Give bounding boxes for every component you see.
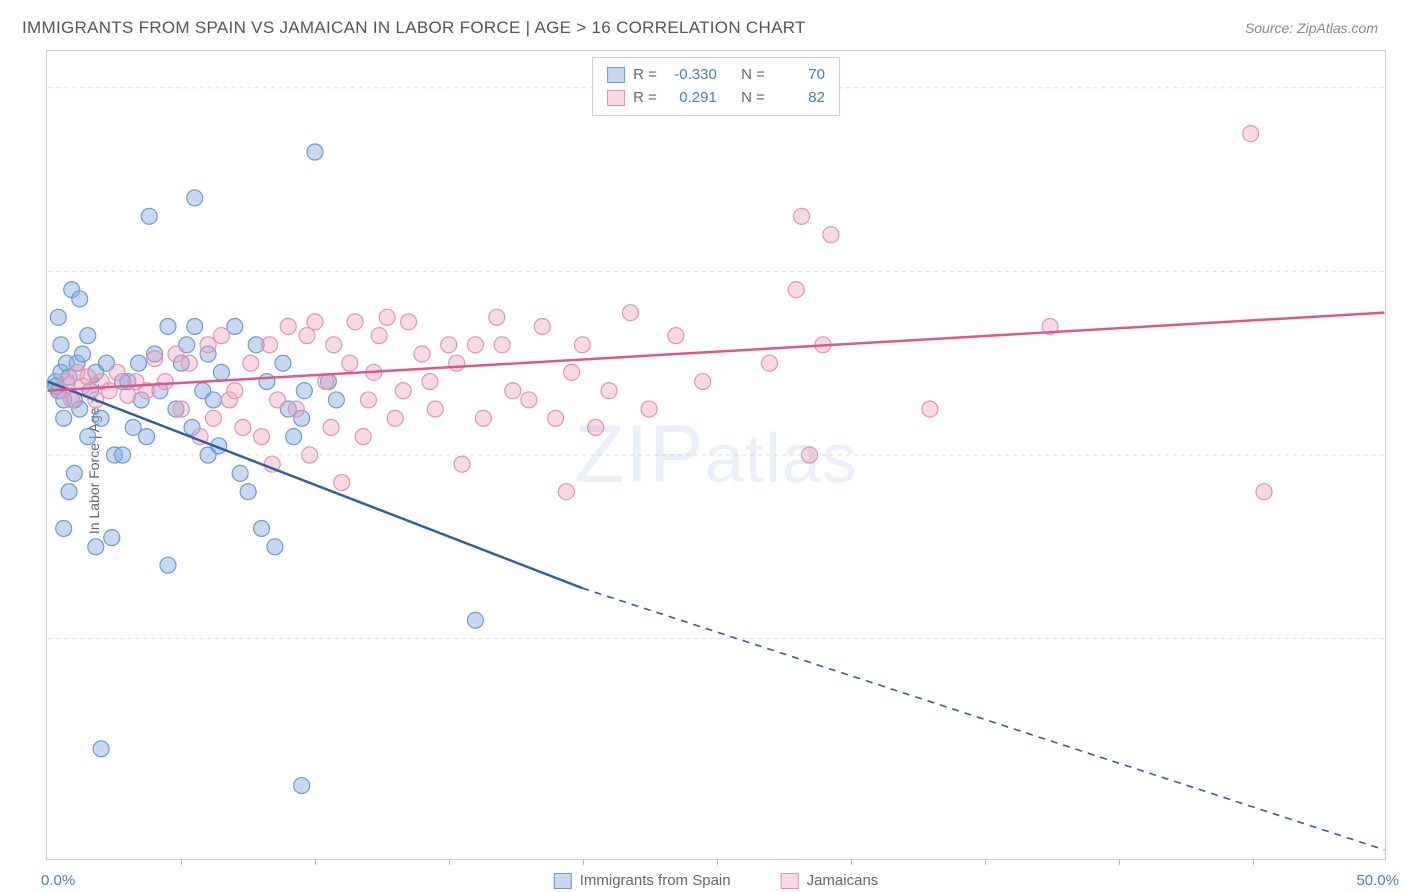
x-tick-mark [851,859,852,865]
r-label: R = [633,64,657,87]
r-value-spain: -0.330 [665,64,717,87]
scatter-plot [47,51,1385,859]
r-value-jamaican: 0.291 [665,87,717,110]
x-tick-mark [449,859,450,865]
series-legend: Immigrants from Spain Jamaicans [554,872,879,889]
n-value-jamaican: 82 [773,87,825,110]
legend-label-jamaican: Jamaicans [807,872,879,889]
x-tick-mark [985,859,986,865]
x-tick-mark [315,859,316,865]
x-tick-mark [583,859,584,865]
swatch-spain-bottom [554,873,572,889]
x-tick-mark [1253,859,1254,865]
swatch-jamaican-bottom [781,873,799,889]
legend-row-jamaican: R = 0.291 N = 82 [607,87,825,110]
x-tick-end: 50.0% [1356,872,1399,889]
swatch-spain [607,67,625,83]
n-value-spain: 70 [773,64,825,87]
r-label: R = [633,87,657,110]
source-attribution: Source: ZipAtlas.com [1245,20,1378,36]
x-tick-mark [181,859,182,865]
x-tick-mark [1119,859,1120,865]
chart-title: IMMIGRANTS FROM SPAIN VS JAMAICAN IN LAB… [22,18,806,38]
n-label: N = [741,64,765,87]
x-tick-mark [717,859,718,865]
legend-label-spain: Immigrants from Spain [580,872,731,889]
legend-row-spain: R = -0.330 N = 70 [607,64,825,87]
correlation-legend: R = -0.330 N = 70 R = 0.291 N = 82 [592,57,840,116]
n-label: N = [741,87,765,110]
legend-item-spain: Immigrants from Spain [554,872,731,889]
legend-item-jamaican: Jamaicans [781,872,879,889]
swatch-jamaican [607,90,625,106]
chart-container: In Labor Force | Age > 16 ZIPatlas R = -… [46,50,1386,860]
x-tick-start: 0.0% [41,872,75,889]
